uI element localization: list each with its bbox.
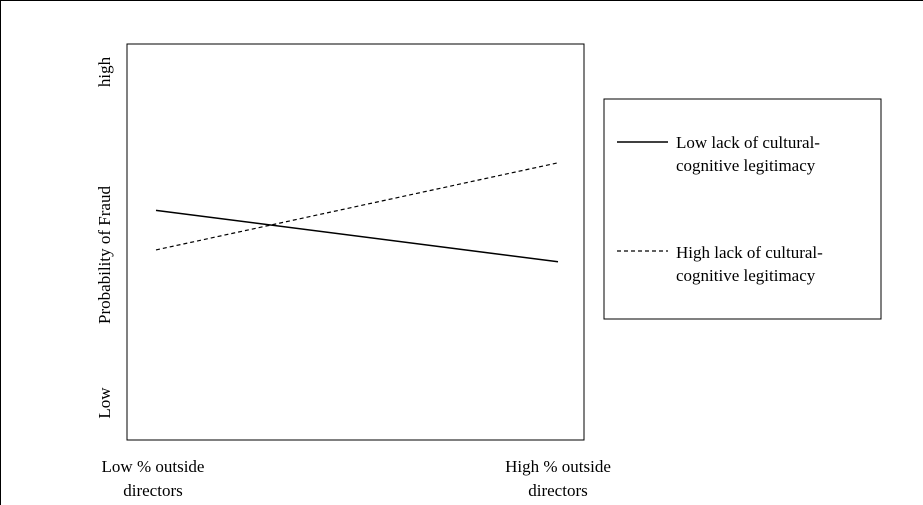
x-tick-label-low-line1: Low % outside <box>102 457 205 476</box>
series-line-1 <box>155 209 559 263</box>
legend: Low lack of cultural- cognitive legitima… <box>603 98 882 320</box>
top-border-line <box>0 0 923 1</box>
series-line-2 <box>155 162 559 251</box>
x-tick-label-high-line2: directors <box>528 481 587 500</box>
series-layer <box>155 162 559 263</box>
legend-label-series-1-line2: cognitive legitimacy <box>676 156 816 175</box>
y-tick-label-low: Low <box>95 387 114 419</box>
legend-label-series-2-line2: cognitive legitimacy <box>676 266 816 285</box>
left-border-line <box>0 0 1 505</box>
x-tick-label-high-line1: High % outside <box>505 457 611 476</box>
y-axis-label: Probability of Fraud <box>95 186 114 324</box>
plot-area-frame <box>126 43 585 441</box>
legend-label-series-2-line1: High lack of cultural- <box>676 243 823 262</box>
x-tick-label-low-line2: directors <box>123 481 182 500</box>
legend-label-series-1-line1: Low lack of cultural- <box>676 133 820 152</box>
legend-box <box>603 98 882 320</box>
y-tick-label-high: high <box>95 56 114 87</box>
